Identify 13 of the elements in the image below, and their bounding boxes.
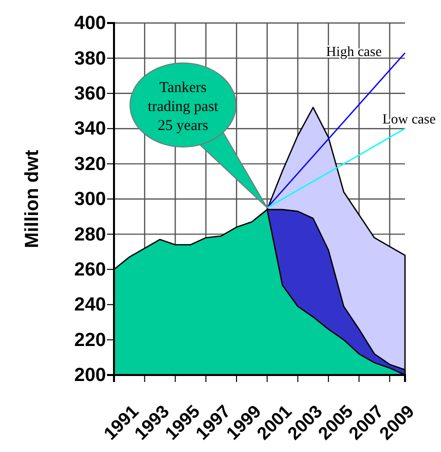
y-tick-label: 240: [74, 294, 106, 316]
y-tick-label: 400: [74, 13, 106, 34]
y-tick-label: 380: [74, 48, 106, 70]
y-tick-label: 340: [74, 118, 106, 140]
y-tick-label: 300: [74, 189, 106, 210]
y-tick-label: 260: [74, 259, 106, 280]
y-tick-label: 360: [74, 83, 106, 104]
y-tick-label: 220: [74, 330, 106, 351]
y-tick-label: 200: [74, 365, 106, 386]
y-tick-label: 280: [74, 224, 106, 246]
y-axis-title: Million dwt: [22, 149, 43, 248]
annotation: Tankers trading past 25 years: [148, 80, 220, 134]
y-tick-label: 320: [74, 154, 106, 175]
